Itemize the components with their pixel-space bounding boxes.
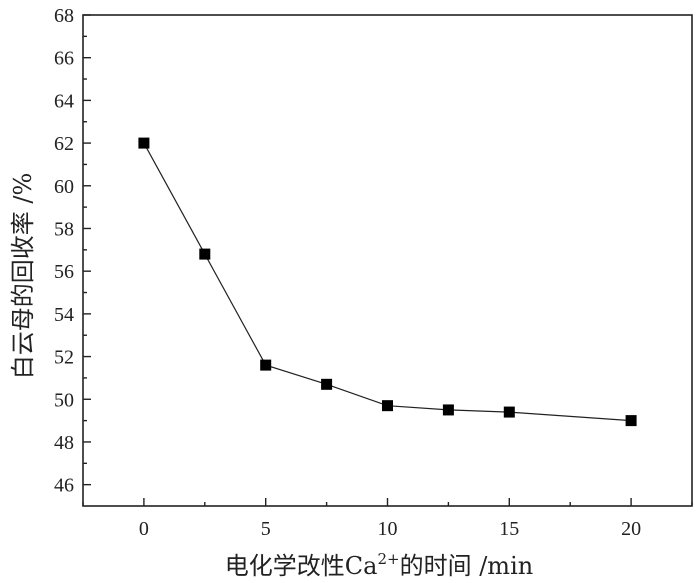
x-axis: 0 5 10 15 20 <box>82 498 693 540</box>
y-tick-label: 48 <box>54 432 74 454</box>
y-tick-label: 58 <box>54 218 74 240</box>
series-recovery <box>138 137 637 427</box>
data-point <box>382 400 393 412</box>
x-tick-label: 20 <box>621 518 641 540</box>
x-tick-label: 0 <box>139 518 149 540</box>
y-tick-label: 68 <box>54 5 74 27</box>
y-tick-label: 46 <box>54 475 74 497</box>
x-axis-title: 电化学改性Ca2+的时间 /min <box>225 550 533 580</box>
x-tick-label: 10 <box>378 518 398 540</box>
y-axis: 46 48 50 52 54 56 58 60 62 64 66 68 <box>54 5 91 497</box>
x-tick-label: 5 <box>261 518 271 540</box>
data-point <box>138 137 150 149</box>
y-tick-label: 52 <box>54 347 74 369</box>
x-axis-title-suffix: 的时间 /min <box>400 552 534 580</box>
y-tick-label: 60 <box>54 176 74 198</box>
x-axis-title-superscript: 2+ <box>377 550 399 568</box>
x-tick-label: 15 <box>499 518 519 540</box>
data-point <box>442 404 454 416</box>
x-axis-title-main: 电化学改性Ca <box>225 552 378 580</box>
series-line <box>143 142 632 422</box>
y-tick-label: 66 <box>54 48 74 70</box>
y-tick-label: 50 <box>54 389 74 411</box>
data-point <box>625 415 637 427</box>
plot-border <box>82 14 693 507</box>
y-tick-label: 54 <box>54 304 74 326</box>
y-tick-label: 62 <box>54 133 74 155</box>
y-tick-label: 64 <box>54 90 74 112</box>
y-tick-label: 56 <box>54 261 74 283</box>
data-point <box>503 406 515 418</box>
data-point <box>260 359 272 371</box>
plot-frame <box>82 14 693 507</box>
y-axis-title: 白云母的回收率 /% <box>9 173 37 380</box>
data-point <box>199 248 211 260</box>
data-point <box>321 378 333 390</box>
